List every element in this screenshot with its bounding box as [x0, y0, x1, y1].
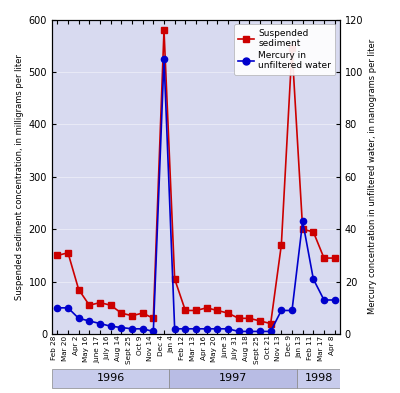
Text: 1996: 1996	[96, 373, 125, 383]
Bar	[169, 369, 297, 388]
Bar	[52, 369, 169, 388]
Legend: Suspended
sediment, Mercury in
unfiltered water: Suspended sediment, Mercury in unfiltere…	[234, 24, 336, 75]
Text: 1997: 1997	[219, 373, 248, 383]
Text: 1998: 1998	[304, 373, 333, 383]
Bar	[297, 369, 340, 388]
Y-axis label: Suspended sediment concentration, in milligrams per liter: Suspended sediment concentration, in mil…	[16, 54, 24, 300]
Y-axis label: Mercury concentration in unfiltered water, in nanograms per liter: Mercury concentration in unfiltered wate…	[368, 39, 376, 314]
